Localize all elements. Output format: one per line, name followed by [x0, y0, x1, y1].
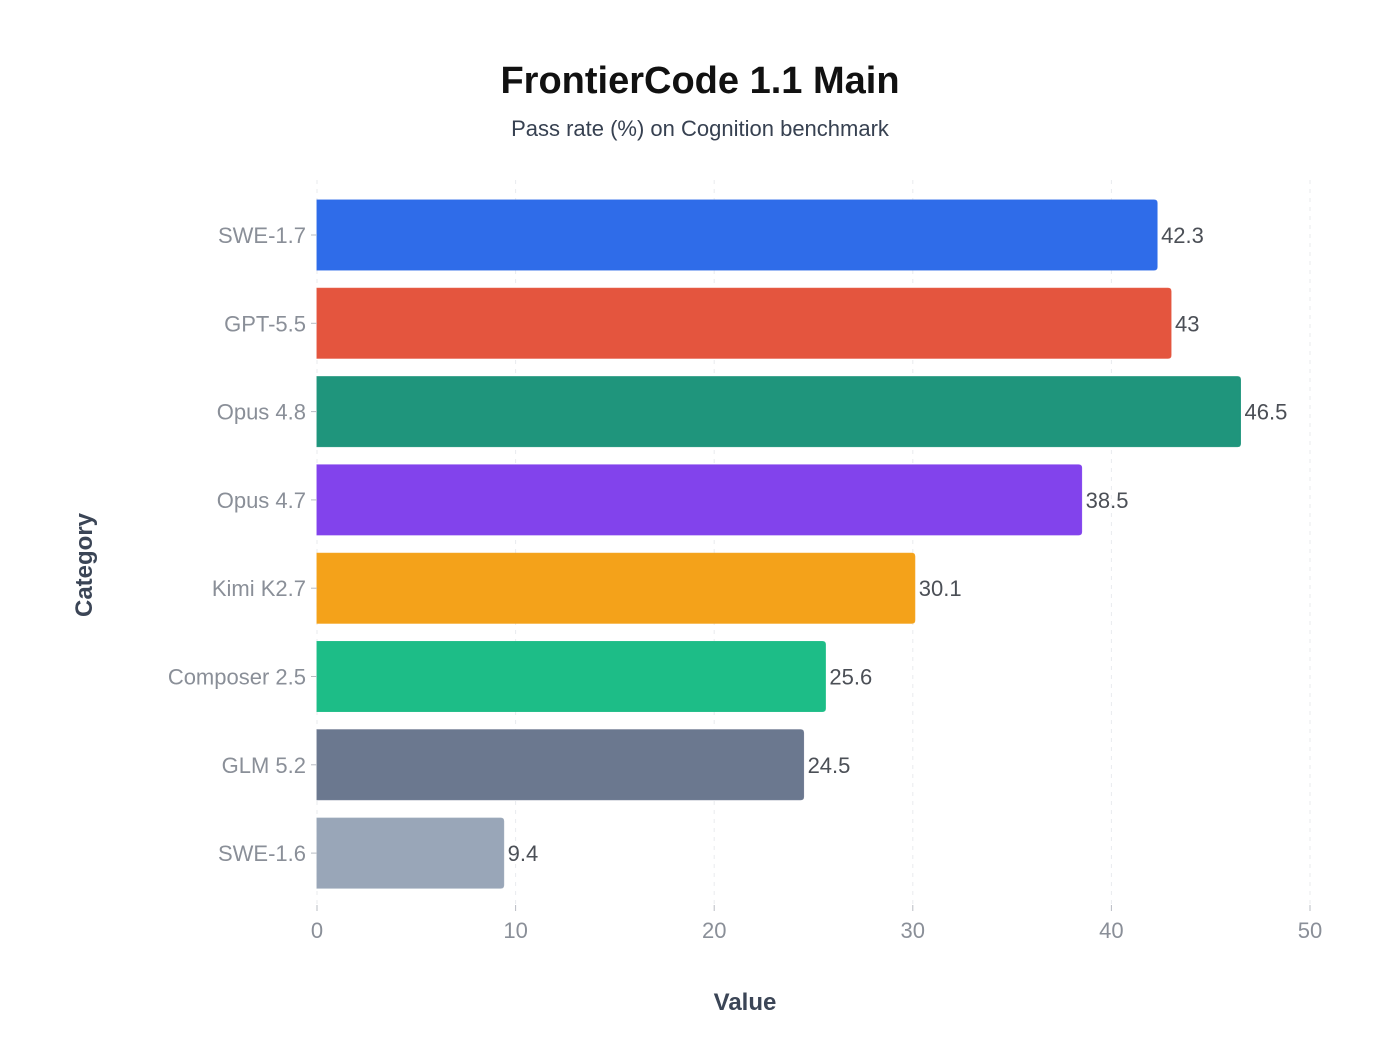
category-label: Kimi K2.7	[212, 576, 306, 601]
x-tick-label: 0	[311, 918, 323, 943]
y-axis-title: Category	[71, 512, 98, 617]
x-tick-label: 20	[702, 918, 726, 943]
x-axis-ticks: 0 10 20 30 40 50	[311, 905, 1322, 943]
bar-value-label: 42.3	[1161, 223, 1204, 248]
category-label: Composer 2.5	[168, 665, 306, 690]
bar-value-label: 9.4	[508, 841, 539, 866]
chart-title: FrontierCode 1.1 Main	[500, 60, 899, 102]
bar	[316, 287, 1172, 359]
bar-value-label: 30.1	[919, 576, 962, 601]
category-label: GPT-5.5	[224, 311, 306, 336]
x-tick-label: 30	[901, 918, 925, 943]
chart-subtitle: Pass rate (%) on Cognition benchmark	[511, 116, 890, 141]
bar	[316, 199, 1158, 271]
category-labels: SWE-1.7 GPT-5.5 Opus 4.8 Opus 4.7 Kimi K2.7 C…	[168, 223, 317, 866]
category-label: Opus 4.8	[217, 400, 306, 425]
bar-value-label: 43	[1175, 311, 1199, 336]
bar	[316, 464, 1083, 536]
bar-value-label: 46.5	[1244, 400, 1287, 425]
bar	[316, 729, 805, 801]
bar-value-label: 25.6	[829, 665, 872, 690]
x-tick-label: 40	[1099, 918, 1123, 943]
category-label: Opus 4.7	[217, 488, 306, 513]
x-tick-label: 50	[1298, 918, 1322, 943]
bar-value-label: 38.5	[1086, 488, 1129, 513]
bars	[316, 199, 1241, 889]
x-axis-title: Value	[714, 989, 777, 1016]
bar	[316, 552, 916, 624]
bar	[316, 641, 826, 712]
bar	[316, 376, 1241, 448]
bar	[316, 817, 505, 889]
x-tick-label: 10	[503, 918, 527, 943]
bar-value-label: 24.5	[808, 753, 851, 778]
category-label: SWE-1.7	[218, 223, 306, 248]
category-label: GLM 5.2	[222, 753, 306, 778]
category-label: SWE-1.6	[218, 841, 306, 866]
value-labels: 42.3 43 46.5 38.5 30.1 25.6 24.5 9.4	[508, 223, 1288, 866]
